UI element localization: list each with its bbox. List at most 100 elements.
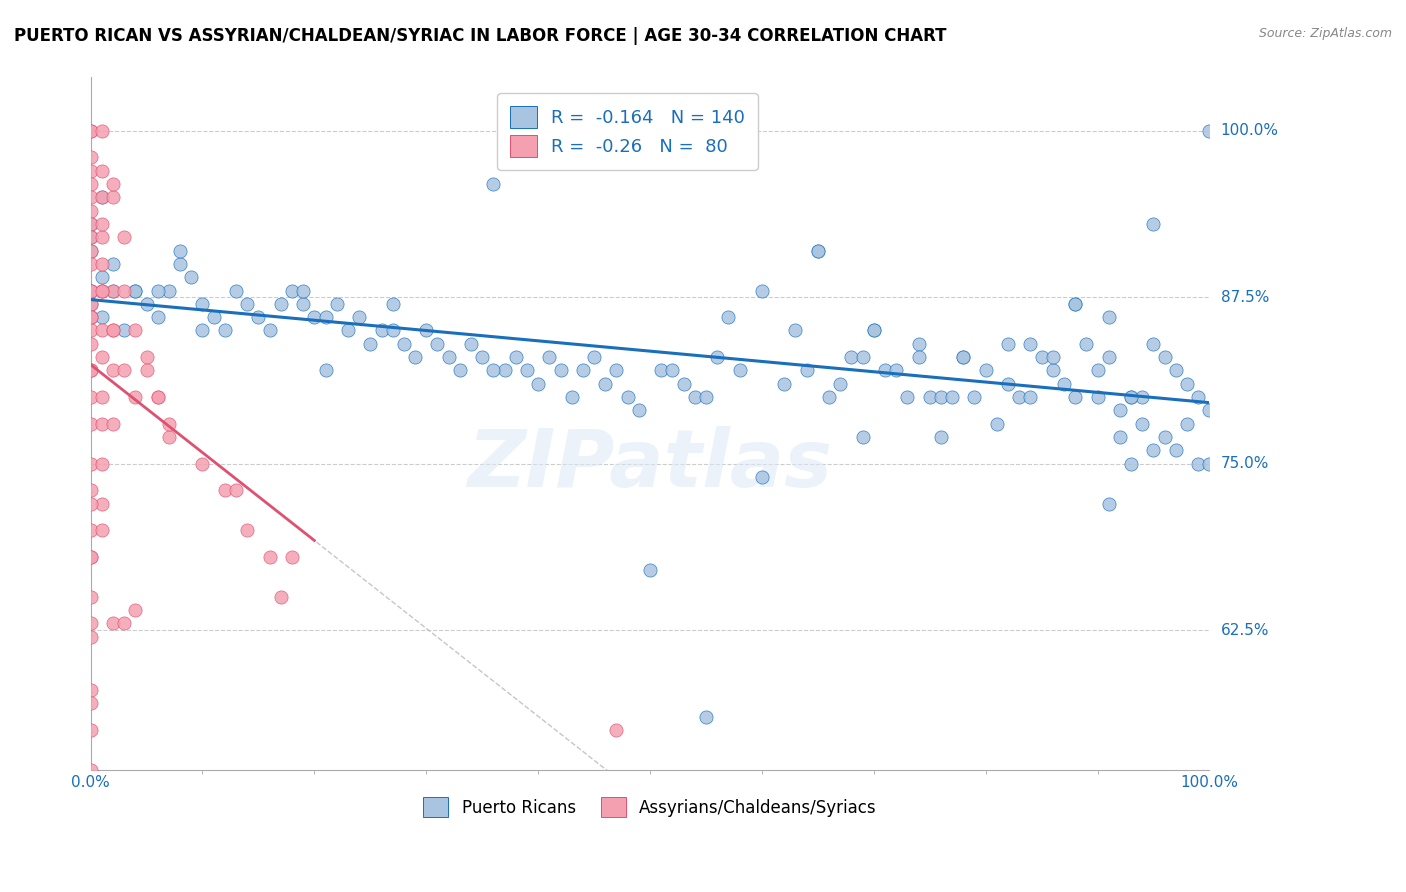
Point [516, 363, 538, 377]
Point [1042, 350, 1064, 364]
Point [1098, 497, 1121, 511]
Point [101, 284, 124, 298]
Point [616, 390, 638, 404]
Point [79, 244, 101, 258]
Point [270, 590, 292, 604]
Point [79, 497, 101, 511]
Point [90, 457, 112, 471]
Point [79, 257, 101, 271]
Point [605, 363, 627, 377]
Point [1064, 390, 1087, 404]
Point [90, 417, 112, 431]
Point [90, 190, 112, 204]
Point [1064, 297, 1087, 311]
Point [336, 324, 359, 338]
Point [79, 124, 101, 138]
Point [852, 430, 875, 444]
Point [1109, 430, 1132, 444]
Point [90, 163, 112, 178]
Point [247, 310, 270, 325]
Point [79, 390, 101, 404]
Point [90, 270, 112, 285]
Point [482, 177, 505, 191]
Point [90, 324, 112, 338]
Point [415, 324, 437, 338]
Point [862, 324, 884, 338]
Point [202, 310, 225, 325]
Point [1008, 390, 1031, 404]
Point [1109, 403, 1132, 417]
Point [505, 350, 527, 364]
Point [807, 244, 830, 258]
Point [997, 376, 1019, 391]
Point [1164, 443, 1187, 458]
Point [482, 363, 505, 377]
Point [292, 297, 315, 311]
Point [627, 403, 650, 417]
Point [79, 363, 101, 377]
Point [852, 350, 875, 364]
Point [146, 390, 169, 404]
Point [225, 483, 247, 498]
Point [124, 390, 146, 404]
Point [347, 310, 370, 325]
Point [281, 284, 304, 298]
Point [1031, 350, 1053, 364]
Point [236, 297, 259, 311]
Point [124, 603, 146, 617]
Point [135, 350, 157, 364]
Point [404, 350, 426, 364]
Point [90, 390, 112, 404]
Point [1130, 417, 1153, 431]
Point [986, 417, 1008, 431]
Point [695, 710, 717, 724]
Point [672, 376, 695, 391]
Point [952, 350, 974, 364]
Point [90, 257, 112, 271]
Text: 100.0%: 100.0% [1220, 123, 1278, 138]
Point [157, 417, 180, 431]
Point [169, 257, 191, 271]
Point [830, 376, 852, 391]
Point [1198, 457, 1220, 471]
Point [90, 350, 112, 364]
Point [907, 350, 929, 364]
Point [79, 630, 101, 644]
Point [1187, 390, 1209, 404]
Point [79, 284, 101, 298]
Text: 62.5%: 62.5% [1220, 623, 1270, 638]
Point [1119, 457, 1142, 471]
Point [79, 723, 101, 737]
Point [437, 350, 460, 364]
Point [1119, 390, 1142, 404]
Point [650, 363, 672, 377]
Point [1053, 376, 1076, 391]
Point [124, 324, 146, 338]
Point [79, 150, 101, 164]
Point [1087, 390, 1109, 404]
Point [1098, 350, 1121, 364]
Point [873, 363, 896, 377]
Point [79, 124, 101, 138]
Point [90, 217, 112, 231]
Point [79, 336, 101, 351]
Point [79, 763, 101, 777]
Point [79, 590, 101, 604]
Point [717, 310, 740, 325]
Point [1164, 363, 1187, 377]
Point [101, 417, 124, 431]
Point [583, 350, 606, 364]
Point [112, 616, 135, 631]
Point [1042, 363, 1064, 377]
Point [214, 324, 236, 338]
Point [79, 417, 101, 431]
Point [381, 297, 404, 311]
Point [929, 390, 952, 404]
Point [79, 549, 101, 564]
Point [449, 363, 471, 377]
Point [79, 683, 101, 698]
Point [941, 390, 963, 404]
Point [974, 363, 997, 377]
Point [997, 336, 1019, 351]
Point [79, 616, 101, 631]
